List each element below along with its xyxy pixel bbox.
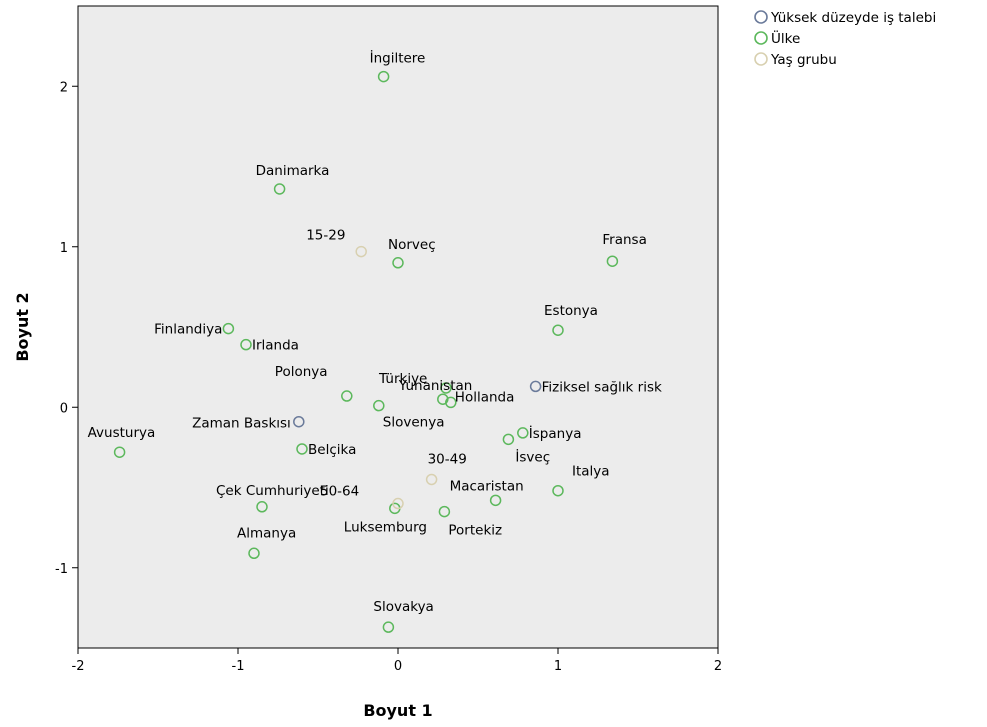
y-axis-title: Boyut 2 — [13, 292, 32, 361]
data-point — [240, 338, 252, 351]
data-point — [293, 415, 305, 428]
data-point — [502, 433, 515, 446]
point-label: İspanya — [529, 424, 582, 442]
point-label: Avusturya — [88, 425, 156, 441]
point-label: Zaman Baskısı — [192, 416, 291, 432]
x-axis-title: Boyut 1 — [363, 701, 432, 720]
point-label: Almanya — [237, 525, 296, 541]
data-point — [438, 505, 451, 518]
data-points — [113, 70, 619, 633]
data-point — [489, 494, 502, 507]
data-point — [355, 245, 367, 258]
x-tick-label: -2 — [72, 659, 85, 674]
data-point — [296, 443, 308, 455]
y-tick-label: 1 — [60, 241, 68, 256]
point-label: Fransa — [602, 232, 646, 248]
point-label: Italya — [572, 464, 610, 480]
point-label: Portekiz — [448, 523, 502, 539]
point-label: Fiziksel sağlık risk — [542, 379, 662, 395]
data-point — [552, 484, 564, 497]
point-label: İngiltere — [370, 49, 426, 67]
legend-label: Yaş grubu — [770, 52, 837, 68]
legend-marker — [754, 10, 768, 24]
data-point — [248, 547, 260, 560]
point-label: Polonya — [275, 364, 328, 380]
data-point — [273, 183, 286, 195]
data-point — [529, 380, 542, 393]
y-tick-label: -1 — [55, 562, 68, 577]
data-point — [373, 399, 385, 412]
point-label: Luksemburg — [344, 519, 427, 535]
data-point — [392, 497, 404, 510]
point-label: 15-29 — [306, 228, 345, 244]
legend-label: Ülke — [771, 29, 800, 47]
x-tick-label: 1 — [554, 659, 562, 674]
point-label: Norveç — [388, 237, 436, 253]
data-point — [382, 621, 395, 633]
point-label: Belçika — [308, 442, 356, 458]
point-label: Macaristan — [450, 478, 524, 494]
point-label: Danimarka — [256, 163, 330, 179]
axis-ticks: -2 -1 0 1 2 -1 0 1 2 — [55, 80, 722, 674]
data-point — [222, 322, 235, 335]
point-label: Slovenya — [383, 415, 445, 431]
point-label: Çek Cumhuriyeti — [216, 483, 329, 499]
data-point — [377, 70, 390, 83]
data-point — [606, 255, 619, 267]
x-tick-label: -1 — [232, 659, 245, 674]
point-label: Finlandiya — [154, 322, 222, 338]
data-point — [445, 396, 457, 409]
plot-area — [77, 5, 719, 649]
legend: Yüksek düzeyde iş talebi Ülke Yaş grubu — [754, 10, 936, 68]
data-point — [256, 501, 268, 513]
data-point — [440, 382, 452, 394]
point-label: 50-64 — [320, 484, 359, 500]
point-label: 30-49 — [428, 451, 467, 467]
point-labels: Zaman Baskısı Fiziksel sağlık risk İngilte… — [88, 49, 662, 616]
data-point — [113, 446, 126, 458]
point-label: Türkiye — [378, 371, 427, 387]
point-label: İsveç — [515, 447, 550, 465]
y-tick-label: 0 — [60, 401, 68, 416]
y-tick-label: 2 — [60, 80, 68, 95]
point-label: Yunanistan — [398, 378, 473, 394]
point-label: Irlanda — [252, 338, 299, 354]
point-label: Hollanda — [455, 389, 515, 405]
data-point — [341, 390, 353, 402]
point-label: Estonya — [544, 303, 598, 319]
data-point — [517, 427, 529, 439]
data-point — [425, 473, 438, 486]
x-tick-label: 0 — [394, 659, 402, 674]
data-point — [392, 257, 404, 269]
legend-marker — [754, 52, 768, 66]
point-label: Slovakya — [373, 599, 433, 615]
legend-label: Yüksek düzeyde iş talebi — [770, 10, 936, 26]
legend-marker — [754, 31, 768, 45]
x-tick-label: 2 — [714, 659, 722, 674]
data-point — [552, 324, 564, 336]
